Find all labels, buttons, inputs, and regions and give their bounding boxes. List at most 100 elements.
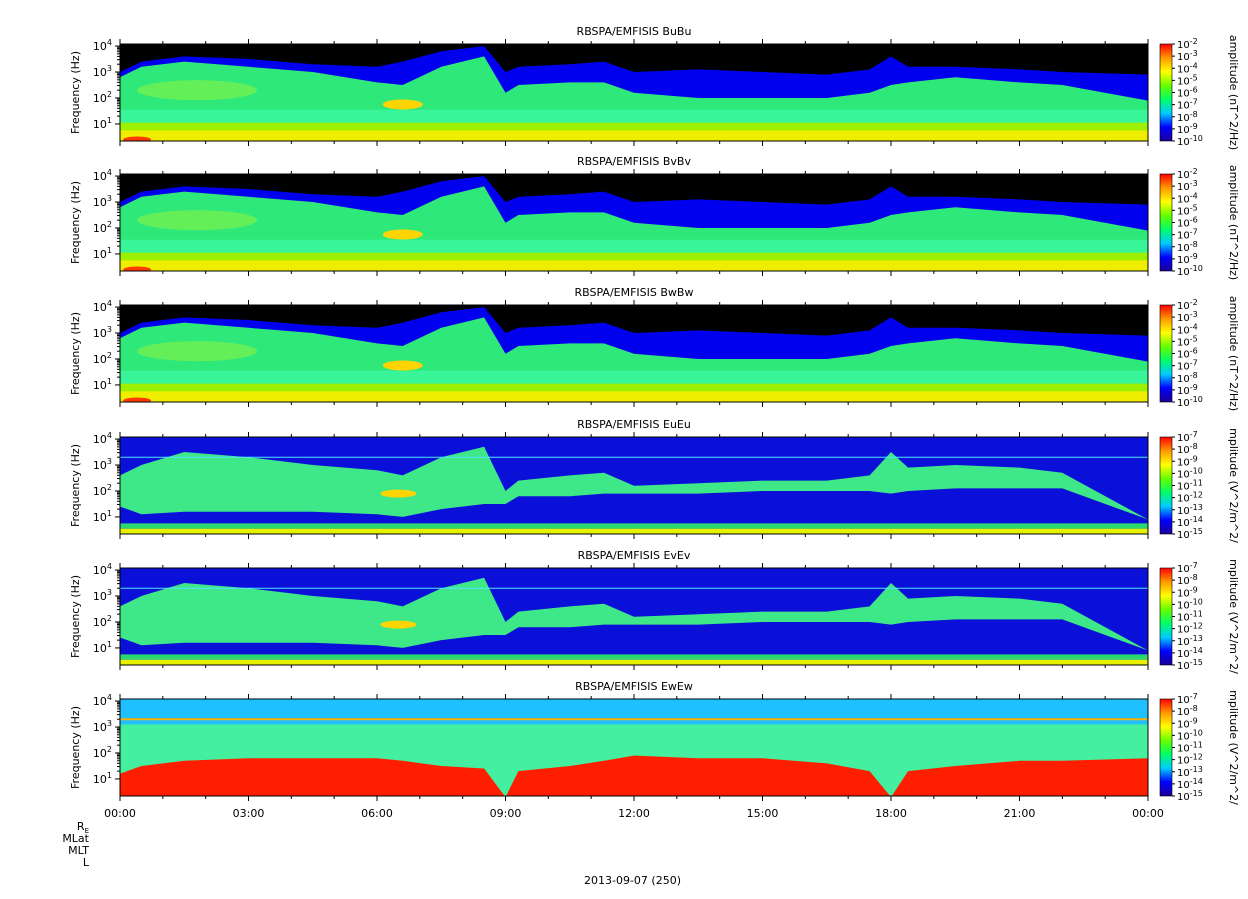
colorbar-tick-label: 10-14 — [1177, 646, 1203, 660]
chorus-patch — [380, 620, 417, 629]
colorbar-tick-label: 10-10 — [1177, 134, 1203, 148]
y-axis-label: Frequency (Hz) — [69, 444, 82, 527]
y-tick-label: 103 — [93, 64, 112, 79]
chorus-patch — [382, 229, 423, 240]
colorbar-label: mplitude (V^2/m^2/ — [1227, 428, 1240, 543]
colorbar-tick-label: 10-12 — [1177, 491, 1203, 505]
x-tick-label: 00:00 — [104, 807, 136, 820]
colorbar-tick-label: 10-7 — [1177, 98, 1198, 112]
colorbar-tick-label: 10-5 — [1177, 203, 1198, 217]
chorus-patch — [380, 489, 417, 498]
y-tick-label: 103 — [93, 457, 112, 472]
colorbar-tick-label: 10-11 — [1177, 741, 1203, 755]
x-tick-label: 21:00 — [1004, 807, 1036, 820]
x-tick-label: 12:00 — [618, 807, 650, 820]
colorbar-tick-label: 10-13 — [1177, 503, 1203, 517]
panel-title: RBSPA/EMFISIS EuEu — [577, 418, 691, 431]
panel-title: RBSPA/EMFISIS BwBw — [575, 286, 694, 299]
x-tick-label: 03:00 — [233, 807, 265, 820]
colorbar-tick-label: 10-8 — [1177, 240, 1198, 254]
colorbar-label: amplitude (nT^2/Hz) — [1227, 296, 1240, 411]
panel-title: RBSPA/EMFISIS EvEv — [578, 549, 691, 562]
y-tick-label: 104 — [93, 38, 112, 53]
spectrum-green-band — [120, 577, 1148, 651]
ephemeris-label: RE — [77, 820, 89, 835]
colorbar-label: mplitude (V^2/m^2/ — [1227, 559, 1240, 674]
spectrum-yellow-band — [120, 659, 1148, 665]
y-tick-label: 101 — [93, 509, 112, 524]
chorus-patch — [382, 99, 423, 110]
y-tick-label: 104 — [93, 562, 112, 577]
colorbar-tick-label: 10-11 — [1177, 610, 1203, 624]
colorbar-tick-label: 10-8 — [1177, 371, 1198, 385]
colorbar-tick-label: 10-7 — [1177, 692, 1198, 706]
colorbar-tick-label: 10-2 — [1177, 37, 1198, 51]
colorbar-tick-label: 10-8 — [1177, 704, 1198, 718]
y-tick-label: 104 — [93, 693, 112, 708]
spectrum-red-band — [120, 755, 1148, 796]
colorbar-tick-label: 10-10 — [1177, 466, 1203, 480]
colorbar-tick-label: 10-13 — [1177, 765, 1203, 779]
y-tick-label: 101 — [93, 116, 112, 131]
y-axis-label: Frequency (Hz) — [69, 181, 82, 264]
colorbar-tick-label: 10-14 — [1177, 777, 1203, 791]
colorbar-tick-label: 10-14 — [1177, 515, 1203, 529]
colorbar-tick-label: 10-8 — [1177, 573, 1198, 587]
ephemeris-label: L — [83, 856, 90, 869]
colorbar-tick-label: 10-15 — [1177, 789, 1203, 803]
ephemeris-label: MLT — [68, 844, 89, 857]
colorbar — [1159, 436, 1173, 535]
colorbar-tick-label: 10-9 — [1177, 716, 1198, 730]
y-tick-label: 102 — [93, 745, 112, 760]
panel-4: RBSPA/EMFISIS EuEu Frequency (Hz) 101 102 10… — [69, 418, 1240, 543]
colorbar — [1159, 43, 1173, 142]
colorbar-tick-label: 10-7 — [1177, 359, 1198, 373]
colorbar-tick-label: 10-9 — [1177, 122, 1198, 136]
colorbar-tick-label: 10-7 — [1177, 228, 1198, 242]
colorbar-tick-label: 10-6 — [1177, 347, 1198, 361]
y-tick-label: 104 — [93, 431, 112, 446]
colorbar-tick-label: 10-15 — [1177, 527, 1203, 541]
colorbar-tick-label: 10-10 — [1177, 597, 1203, 611]
y-axis-label: Frequency (Hz) — [69, 312, 82, 395]
y-axis-label: Frequency (Hz) — [69, 706, 82, 789]
colorbar-tick-label: 10-8 — [1177, 110, 1198, 124]
colorbar-tick-label: 10-12 — [1177, 753, 1203, 767]
colorbar-tick-label: 10-11 — [1177, 479, 1203, 493]
spectrum-green-band — [120, 446, 1148, 520]
panel-2: RBSPA/EMFISIS BvBv Frequency (Hz) 101 102 10… — [69, 155, 1240, 280]
spectrum-yellow-band — [120, 528, 1148, 534]
y-tick-label: 102 — [93, 90, 112, 105]
ephemeris-label: MLat — [62, 832, 89, 845]
colorbar-tick-label: 10-12 — [1177, 622, 1203, 636]
y-tick-label: 103 — [93, 325, 112, 340]
y-tick-label: 101 — [93, 640, 112, 655]
y-tick-label: 103 — [93, 194, 112, 209]
y-tick-label: 102 — [93, 351, 112, 366]
colorbar-tick-label: 10-13 — [1177, 634, 1203, 648]
colorbar-tick-label: 10-15 — [1177, 658, 1203, 672]
y-tick-label: 102 — [93, 220, 112, 235]
panel-title: RBSPA/EMFISIS EwEw — [575, 680, 693, 693]
colorbar-tick-label: 10-4 — [1177, 191, 1198, 205]
y-tick-label: 102 — [93, 483, 112, 498]
colorbar-tick-label: 10-9 — [1177, 252, 1198, 266]
colorbar — [1159, 173, 1173, 272]
colorbar-tick-label: 10-5 — [1177, 334, 1198, 348]
y-tick-label: 101 — [93, 377, 112, 392]
colorbar-tick-label: 10-4 — [1177, 61, 1198, 75]
colorbar — [1159, 567, 1173, 666]
panel-5: RBSPA/EMFISIS EvEv Frequency (Hz) 101 102 10… — [69, 549, 1240, 674]
y-tick-label: 103 — [93, 719, 112, 734]
colorbar-tick-label: 10-7 — [1177, 561, 1198, 575]
spectrum-yellow-band — [120, 391, 1148, 402]
x-tick-label: 06:00 — [361, 807, 393, 820]
y-tick-label: 101 — [93, 771, 112, 786]
spectrum-yellow-band — [120, 130, 1148, 141]
colorbar-tick-label: 10-2 — [1177, 298, 1198, 312]
colorbar-tick-label: 10-10 — [1177, 395, 1203, 409]
y-axis-label: Frequency (Hz) — [69, 51, 82, 134]
colorbar-tick-label: 10-5 — [1177, 73, 1198, 87]
spectrum-green-floor — [120, 523, 1148, 529]
